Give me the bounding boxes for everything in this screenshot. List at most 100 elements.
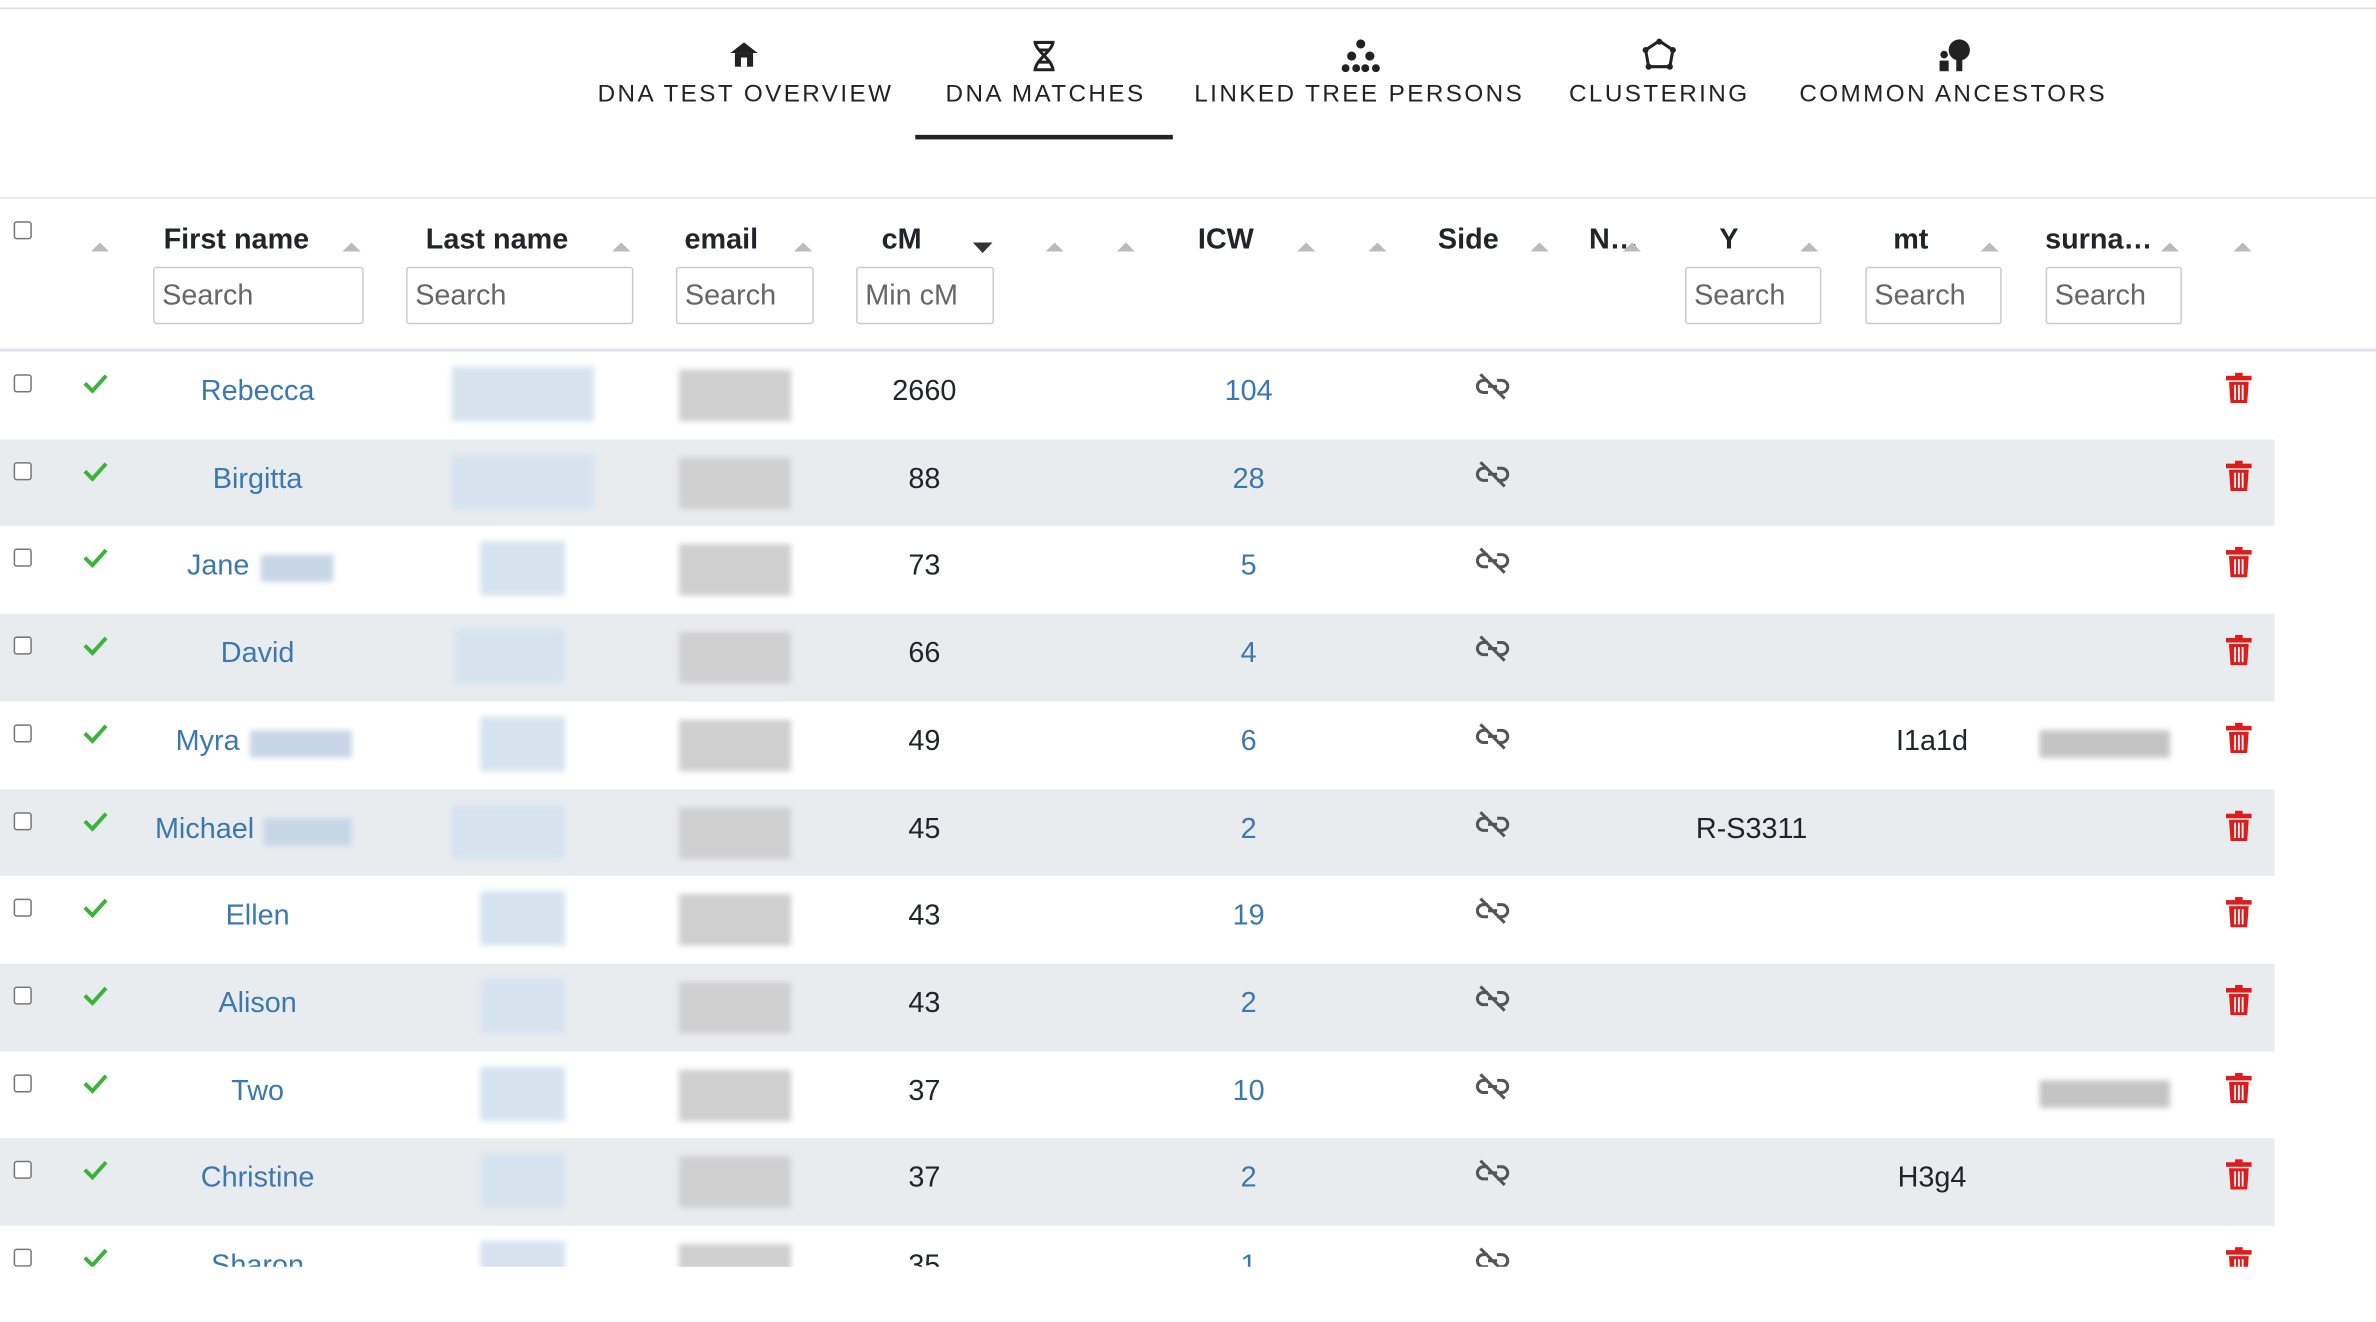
first-name[interactable]: Christine xyxy=(200,1162,315,1195)
row-checkbox[interactable] xyxy=(13,898,32,918)
first-name[interactable]: David xyxy=(220,638,295,670)
icw-value[interactable]: 2 xyxy=(1240,812,1257,845)
column-header[interactable]: Last name xyxy=(425,224,569,257)
column-header[interactable]: surna… xyxy=(2045,224,2153,257)
sort-arrow-active[interactable] xyxy=(972,233,993,260)
delete-button[interactable] xyxy=(2225,635,2252,673)
sort-arrow[interactable] xyxy=(794,233,813,260)
first-name[interactable]: Sharon xyxy=(211,1250,305,1267)
select-all-checkbox[interactable] xyxy=(13,221,32,240)
sort-arrow[interactable] xyxy=(90,233,110,260)
sort-arrow[interactable] xyxy=(1980,233,1999,260)
row-checkbox[interactable] xyxy=(13,1073,32,1092)
delete-button[interactable] xyxy=(2225,809,2252,848)
delete-button[interactable] xyxy=(2225,547,2252,586)
cm-value: 35 xyxy=(908,1250,941,1267)
sort-arrow[interactable] xyxy=(1297,233,1316,260)
column-header[interactable]: First name xyxy=(163,224,310,257)
search-input[interactable]: Min cM xyxy=(856,266,995,325)
matched-check xyxy=(82,1072,109,1101)
row-checkbox[interactable] xyxy=(13,1248,32,1267)
first-name[interactable]: Two xyxy=(231,1075,285,1108)
sort-arrow[interactable] xyxy=(612,233,631,260)
search-input[interactable]: Search xyxy=(2045,266,2183,325)
column-header[interactable]: ICW xyxy=(1197,224,1254,257)
row-checkbox[interactable] xyxy=(13,724,32,743)
icw-value[interactable]: 2 xyxy=(1240,1162,1257,1195)
icw-value[interactable]: 2 xyxy=(1240,987,1257,1020)
column-header[interactable]: email xyxy=(684,224,759,257)
first-name[interactable]: Jane xyxy=(186,550,250,583)
delete-button[interactable] xyxy=(2225,460,2252,498)
tab[interactable]: DNA TEST OVERVIEW xyxy=(597,81,894,108)
row-checkbox[interactable] xyxy=(13,1161,32,1180)
column-header[interactable]: Side xyxy=(1437,224,1499,257)
blurred-last-name xyxy=(480,891,566,946)
icw-value[interactable]: 104 xyxy=(1224,375,1273,408)
delete-button[interactable] xyxy=(2225,1072,2252,1110)
blurred-last-name xyxy=(451,366,594,422)
search-input[interactable]: Search xyxy=(675,266,814,325)
sort-arrow[interactable] xyxy=(1045,233,1064,260)
delete-button[interactable] xyxy=(2225,984,2252,1023)
first-name[interactable]: Rebecca xyxy=(200,375,315,408)
search-input[interactable]: Search xyxy=(153,266,364,325)
search-input[interactable]: Search xyxy=(406,266,634,325)
blurred-email xyxy=(678,719,791,771)
sort-arrow[interactable] xyxy=(1800,233,1819,260)
icw-value[interactable]: 1 xyxy=(1240,1250,1257,1267)
column-header[interactable]: mt xyxy=(1893,224,1929,257)
sort-arrow[interactable] xyxy=(1368,233,1387,260)
tab[interactable]: CLUSTERING xyxy=(1568,81,1750,108)
unlinked-icon xyxy=(1474,371,1510,409)
blurred-email xyxy=(678,1244,791,1267)
icw-value[interactable]: 4 xyxy=(1240,638,1257,670)
first-name[interactable]: Ellen xyxy=(225,900,290,933)
search-input[interactable]: Search xyxy=(1685,266,1822,325)
blurred-email xyxy=(678,1156,791,1209)
delete-button[interactable] xyxy=(2225,722,2252,760)
tab[interactable]: DNA MATCHES xyxy=(945,81,1146,108)
row-checkbox[interactable] xyxy=(13,549,32,568)
search-input[interactable]: Search xyxy=(1865,266,2002,325)
first-name[interactable]: Michael xyxy=(154,812,255,845)
blurred-last-name xyxy=(480,1066,566,1121)
row-stripe xyxy=(0,963,2275,1051)
first-name[interactable]: Alison xyxy=(218,987,297,1020)
blurred-surnames xyxy=(2039,730,2170,758)
cm-value: 43 xyxy=(908,987,941,1020)
icw-value[interactable]: 5 xyxy=(1240,550,1257,583)
column-header[interactable]: cM xyxy=(881,224,922,257)
tab[interactable]: COMMON ANCESTORS xyxy=(1799,81,2108,108)
sort-arrow[interactable] xyxy=(1116,233,1135,260)
delete-button[interactable] xyxy=(2225,897,2252,935)
delete-button[interactable] xyxy=(2225,372,2252,411)
matched-check xyxy=(82,985,109,1014)
sort-arrow[interactable] xyxy=(2160,233,2180,260)
sort-arrow[interactable] xyxy=(342,233,361,260)
icw-value[interactable]: 19 xyxy=(1232,900,1265,933)
blurred-name xyxy=(250,730,352,758)
unlinked-icon xyxy=(1474,896,1510,934)
row-checkbox[interactable] xyxy=(13,461,32,480)
icw-value[interactable]: 6 xyxy=(1240,725,1257,758)
delete-button[interactable] xyxy=(2225,1247,2252,1267)
delete-button[interactable] xyxy=(2225,1159,2252,1198)
first-name[interactable]: Myra xyxy=(175,725,240,758)
icw-value[interactable]: 10 xyxy=(1232,1075,1265,1108)
matched-check xyxy=(82,897,109,926)
sort-arrow[interactable] xyxy=(1622,233,1642,260)
sort-arrow[interactable] xyxy=(1530,233,1549,260)
tab[interactable]: LINKED TREE PERSONS xyxy=(1194,81,1525,108)
row-checkbox[interactable] xyxy=(13,986,32,1005)
icw-value[interactable]: 28 xyxy=(1232,463,1265,496)
column-header[interactable]: Y xyxy=(1719,224,1739,257)
first-name[interactable]: Birgitta xyxy=(212,463,303,496)
row-checkbox[interactable] xyxy=(13,636,32,655)
row-checkbox[interactable] xyxy=(13,811,32,830)
row-checkbox[interactable] xyxy=(13,374,32,393)
blurred-name xyxy=(263,817,352,845)
sort-arrow[interactable] xyxy=(2233,233,2252,260)
mt-haplogroup: I1a1d xyxy=(1895,725,1969,758)
blurred-last-name xyxy=(480,716,566,771)
